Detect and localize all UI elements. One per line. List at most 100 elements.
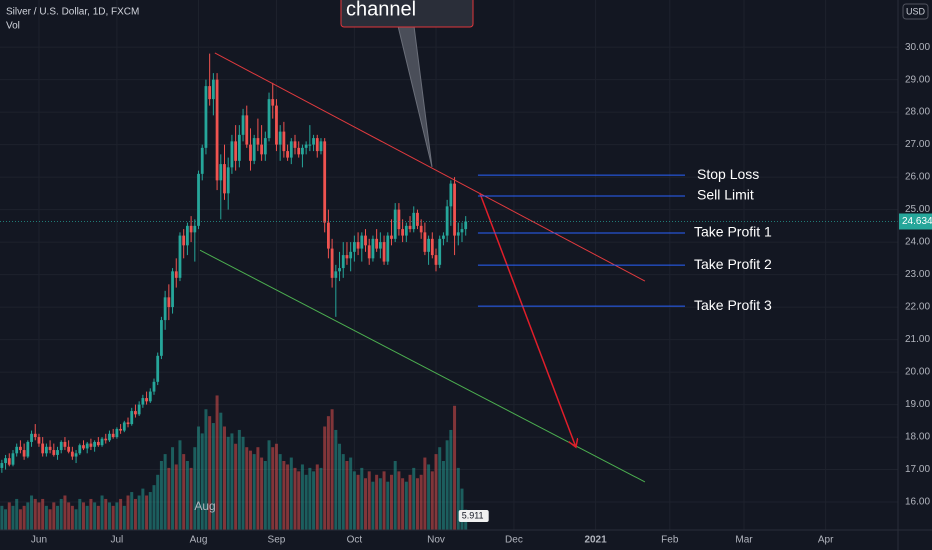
- candle-body: [234, 141, 238, 161]
- volume-bar: [260, 457, 264, 530]
- volume-label: Vol: [6, 21, 20, 32]
- candle-body: [126, 422, 130, 425]
- volume-layer: Aug 5.911: [0, 395, 489, 530]
- candle-body: [289, 141, 293, 158]
- candle-body: [208, 86, 212, 100]
- volume-bar: [293, 467, 297, 530]
- volume-bar: [11, 505, 15, 530]
- y-tick-label: 20.00: [905, 367, 930, 378]
- volume-bar: [111, 505, 115, 530]
- candle-body: [230, 141, 234, 168]
- candle-body: [390, 235, 393, 239]
- candle-body: [286, 151, 289, 158]
- x-tick-label: 2021: [584, 535, 607, 546]
- volume-bar: [234, 443, 238, 530]
- symbol-title: Silver / U.S. Dollar, 1D, FXCM: [6, 7, 139, 18]
- candle-body: [367, 245, 371, 259]
- candle-body: [37, 437, 41, 444]
- volume-bar: [133, 498, 137, 530]
- candle-body: [11, 453, 15, 465]
- candle-body: [341, 255, 345, 269]
- candle-body: [211, 79, 215, 100]
- y-tick-label: 29.00: [905, 74, 930, 85]
- candle-body: [89, 443, 93, 447]
- volume-bar: [85, 505, 89, 530]
- volume-bar: [7, 502, 11, 530]
- candle-body: [252, 138, 256, 161]
- candle-body: [330, 248, 334, 278]
- volume-bar: [334, 429, 338, 530]
- volume-bar: [345, 461, 349, 530]
- candle-body: [430, 238, 434, 256]
- y-tick-label: 19.00: [905, 399, 930, 410]
- candle-body: [223, 164, 226, 194]
- volume-bar: [74, 509, 78, 530]
- volume-bar: [393, 461, 397, 530]
- volume-bar: [197, 426, 201, 530]
- x-tick-label: Feb: [661, 535, 679, 546]
- volume-bar: [130, 492, 134, 530]
- volume-bar: [356, 474, 360, 530]
- candle-body: [59, 441, 63, 451]
- volume-bar: [44, 505, 48, 530]
- candle-body: [185, 225, 189, 246]
- volume-bar: [286, 464, 290, 530]
- candle-body: [378, 242, 382, 249]
- volume-bar: [330, 409, 334, 530]
- candle-body: [96, 441, 100, 446]
- level-label: Sell Limit: [697, 187, 754, 203]
- candle-body: [174, 271, 178, 278]
- volume-bar: [4, 509, 8, 530]
- volume-bar: [152, 485, 156, 530]
- candle-body: [271, 99, 275, 106]
- y-tick-label: 26.00: [905, 172, 930, 183]
- candle-body: [167, 297, 171, 308]
- volume-bar: [41, 498, 45, 530]
- volume-bar: [148, 492, 152, 530]
- candle-body: [427, 238, 430, 252]
- volume-bar: [341, 454, 345, 530]
- volume-bar: [252, 454, 256, 530]
- candle-body: [197, 173, 200, 226]
- volume-bar: [200, 433, 204, 530]
- candle-body: [375, 238, 379, 249]
- volume-bar: [360, 467, 364, 530]
- volume-bar: [33, 498, 37, 530]
- callout-box: [340, 0, 474, 28]
- volume-bar: [248, 450, 252, 530]
- candle-body: [456, 232, 460, 236]
- currency-button-label[interactable]: USD: [906, 6, 926, 16]
- candle-body: [119, 428, 122, 431]
- x-tick-label: Oct: [347, 535, 363, 546]
- candle-body: [237, 134, 241, 161]
- candle-body: [282, 131, 286, 152]
- volume-bar: [89, 498, 93, 530]
- last-price-badge: [899, 213, 932, 230]
- candle-body: [382, 242, 386, 262]
- candle-body: [423, 232, 427, 252]
- volume-bar: [338, 443, 342, 530]
- candle-body: [371, 238, 375, 259]
- volume-bar: [401, 478, 405, 530]
- candle-body: [352, 242, 356, 252]
- y-tick-label: 28.00: [905, 107, 930, 118]
- volume-bar: [415, 478, 419, 530]
- candle-body: [245, 115, 249, 145]
- candle-body: [408, 225, 412, 230]
- hover-label: Aug: [194, 499, 215, 513]
- candle-body: [93, 441, 97, 447]
- candle-body: [22, 450, 26, 457]
- volume-bar: [18, 509, 22, 530]
- x-tick-label: Jun: [31, 535, 47, 546]
- candle-body: [460, 229, 464, 233]
- currency-button[interactable]: [902, 3, 929, 20]
- volume-bar: [37, 502, 41, 530]
- candle-body: [104, 438, 108, 441]
- volume-bar: [389, 474, 393, 530]
- candle-body: [145, 398, 148, 402]
- candle-body: [323, 141, 327, 223]
- candle-body: [56, 450, 59, 455]
- volume-bar: [104, 498, 108, 530]
- volume-bar: [449, 429, 453, 530]
